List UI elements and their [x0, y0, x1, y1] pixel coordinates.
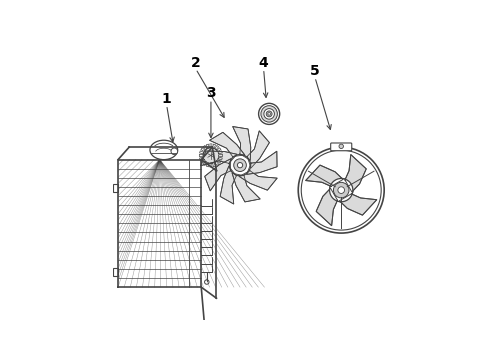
Text: 3: 3: [206, 86, 216, 100]
Circle shape: [339, 144, 343, 149]
Circle shape: [261, 106, 277, 122]
Circle shape: [207, 151, 215, 160]
Polygon shape: [246, 151, 277, 174]
Circle shape: [301, 150, 381, 230]
Circle shape: [204, 280, 209, 284]
Polygon shape: [316, 188, 338, 226]
Bar: [113, 184, 118, 192]
Circle shape: [298, 147, 384, 233]
Circle shape: [268, 113, 270, 115]
Circle shape: [237, 162, 243, 168]
Circle shape: [264, 109, 274, 119]
Polygon shape: [232, 173, 260, 202]
FancyBboxPatch shape: [331, 143, 352, 151]
Text: 1: 1: [162, 92, 172, 105]
Polygon shape: [220, 166, 236, 204]
Circle shape: [171, 148, 178, 155]
Circle shape: [334, 183, 349, 198]
Circle shape: [203, 148, 219, 163]
Circle shape: [330, 179, 353, 202]
Circle shape: [338, 187, 344, 193]
Polygon shape: [205, 159, 231, 191]
Circle shape: [229, 155, 250, 176]
Bar: [113, 268, 118, 276]
Circle shape: [209, 154, 213, 157]
Polygon shape: [233, 126, 251, 160]
Text: 4: 4: [259, 55, 269, 69]
Polygon shape: [345, 154, 366, 192]
Circle shape: [334, 183, 349, 198]
Polygon shape: [306, 165, 343, 186]
Polygon shape: [201, 151, 237, 166]
Ellipse shape: [150, 140, 178, 159]
Circle shape: [234, 159, 246, 171]
Circle shape: [259, 103, 280, 125]
Polygon shape: [340, 194, 377, 215]
Circle shape: [338, 187, 344, 193]
Text: 2: 2: [191, 55, 200, 69]
Text: 5: 5: [310, 64, 320, 78]
Circle shape: [266, 111, 272, 117]
Polygon shape: [239, 171, 277, 190]
Polygon shape: [247, 131, 270, 168]
Polygon shape: [210, 132, 245, 157]
Circle shape: [330, 179, 353, 202]
